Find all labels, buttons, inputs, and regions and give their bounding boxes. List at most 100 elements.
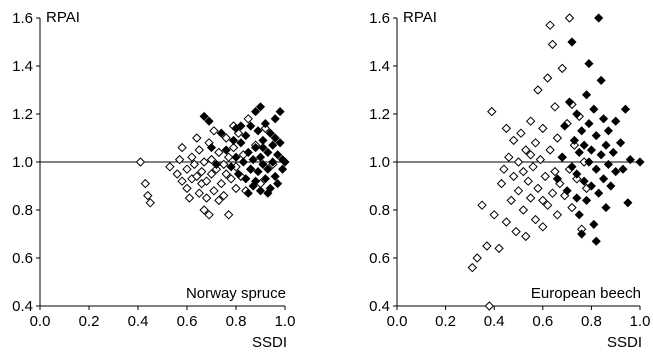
filled-diamond-point bbox=[569, 135, 579, 145]
filled-diamond-point bbox=[581, 195, 592, 205]
open-diamond-point bbox=[231, 183, 241, 194]
filled-diamond-point bbox=[275, 107, 285, 117]
open-diamond-point bbox=[567, 202, 577, 213]
open-diamond-point bbox=[182, 164, 192, 174]
open-diamond-point bbox=[521, 145, 531, 155]
filled-diamond-point bbox=[603, 159, 613, 169]
y-tick-label: 0.8 bbox=[369, 202, 390, 219]
open-diamond-point bbox=[501, 217, 512, 227]
open-diamond-point bbox=[530, 138, 541, 148]
open-diamond-point bbox=[535, 154, 546, 165]
filled-diamond-point bbox=[236, 138, 246, 148]
filled-diamond-point bbox=[238, 157, 248, 167]
filled-diamond-point bbox=[233, 169, 244, 179]
open-diamond-point bbox=[545, 20, 555, 30]
filled-diamond-point bbox=[603, 126, 613, 136]
open-diamond-point bbox=[472, 253, 482, 263]
filled-diamond-point bbox=[199, 111, 209, 121]
y-tick-label: 1.4 bbox=[369, 58, 390, 75]
x-tick-label: 0.2 bbox=[435, 313, 456, 330]
y-tick-label: 0.6 bbox=[12, 250, 33, 267]
open-diamond-point bbox=[221, 133, 231, 143]
filled-diamond-point bbox=[248, 155, 258, 165]
open-diamond-point bbox=[211, 164, 222, 174]
filled-diamond-point bbox=[611, 116, 621, 126]
filled-diamond-point bbox=[586, 145, 596, 155]
filled-diamond-point bbox=[584, 157, 594, 167]
open-diamond-point bbox=[547, 39, 558, 50]
filled-diamond-point bbox=[598, 114, 609, 124]
filled-diamond-point bbox=[567, 162, 577, 172]
open-diamond-point bbox=[192, 133, 202, 143]
open-diamond-point bbox=[260, 123, 271, 134]
filled-diamond-point bbox=[241, 131, 251, 141]
open-diamond-point bbox=[482, 241, 492, 251]
filled-diamond-point bbox=[618, 164, 628, 174]
open-diamond-point bbox=[552, 210, 563, 220]
filled-diamond-point bbox=[246, 121, 256, 131]
open-diamond-point bbox=[523, 176, 533, 186]
y-tick-label: 1.6 bbox=[12, 10, 33, 27]
filled-diamond-point bbox=[275, 138, 285, 148]
open-diamond-point bbox=[538, 222, 548, 232]
filled-diamond-point bbox=[216, 128, 226, 138]
open-diamond-point bbox=[511, 226, 521, 237]
filled-diamond-point bbox=[591, 236, 601, 246]
open-diamond-point bbox=[196, 166, 207, 177]
open-diamond-point bbox=[219, 190, 229, 201]
filled-diamond-point bbox=[557, 152, 567, 162]
open-diamond-point bbox=[572, 174, 582, 184]
filled-diamond-point bbox=[270, 133, 280, 143]
x-tick-label: 0.4 bbox=[128, 313, 149, 330]
open-diamond-point bbox=[206, 169, 217, 179]
filled-diamond-point bbox=[572, 109, 582, 119]
open-diamond-point bbox=[194, 145, 204, 155]
open-diamond-point bbox=[199, 205, 209, 215]
open-diamond-point bbox=[177, 142, 187, 153]
open-diamond-point bbox=[221, 169, 231, 179]
filled-diamond-point bbox=[577, 126, 587, 136]
open-diamond-point bbox=[550, 166, 560, 177]
open-diamond-point bbox=[508, 135, 519, 146]
filled-diamond-point bbox=[251, 107, 261, 117]
y-tick-label: 1.0 bbox=[12, 154, 33, 171]
open-diamond-point bbox=[223, 210, 234, 220]
filled-diamond-point bbox=[574, 147, 584, 157]
filled-diamond-point bbox=[258, 159, 268, 169]
open-diamond-point bbox=[513, 157, 524, 167]
filled-diamond-point bbox=[581, 90, 592, 100]
open-diamond-point bbox=[243, 114, 253, 124]
filled-diamond-point bbox=[589, 104, 599, 114]
filled-diamond-point bbox=[594, 188, 604, 198]
filled-diamond-point bbox=[589, 219, 599, 229]
x-tick-label: 0.0 bbox=[387, 313, 408, 330]
open-diamond-point bbox=[504, 152, 514, 162]
filled-diamond-point bbox=[251, 176, 261, 186]
filled-diamond-point bbox=[270, 171, 280, 181]
open-diamond-point bbox=[477, 200, 487, 210]
open-diamond-point bbox=[525, 193, 536, 203]
open-diamond-point bbox=[135, 157, 146, 167]
filled-diamond-point bbox=[591, 164, 601, 174]
filled-diamond-point bbox=[577, 229, 587, 239]
series-filled-diamonds bbox=[552, 13, 645, 246]
filled-diamond-point bbox=[623, 198, 633, 208]
open-diamond-point bbox=[525, 116, 536, 126]
filled-diamond-point bbox=[260, 119, 270, 129]
open-diamond-point bbox=[201, 193, 212, 203]
open-diamond-point bbox=[533, 183, 543, 194]
filled-diamond-point bbox=[206, 143, 217, 153]
open-diamond-point bbox=[174, 154, 185, 165]
open-diamond-point bbox=[499, 164, 509, 174]
open-diamond-point bbox=[494, 243, 504, 254]
filled-diamond-point bbox=[273, 150, 283, 160]
x-tick-label: 0.4 bbox=[484, 313, 505, 330]
series-open-diamonds bbox=[467, 13, 592, 311]
x-tick-label: 1.0 bbox=[275, 313, 296, 330]
y-tick-label: 1.2 bbox=[369, 106, 390, 123]
open-diamond-point bbox=[545, 145, 555, 155]
open-diamond-point bbox=[187, 152, 197, 162]
filled-diamond-point bbox=[567, 37, 577, 47]
filled-diamond-point bbox=[601, 203, 611, 213]
open-diamond-point bbox=[177, 176, 187, 186]
